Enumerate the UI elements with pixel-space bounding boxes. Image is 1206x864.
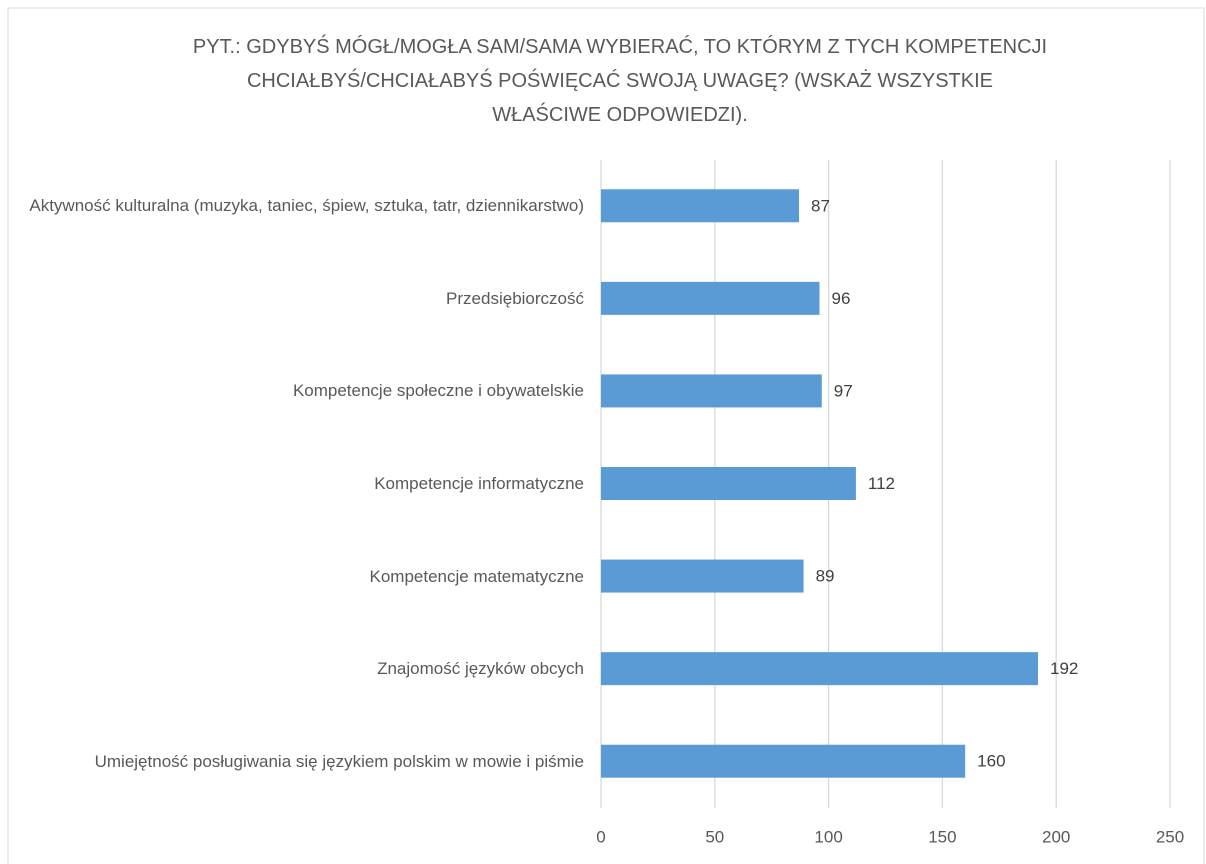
y-tick-label-box: Znajomość języków obcych xyxy=(10,629,584,709)
x-tick-label: 0 xyxy=(596,827,605,846)
y-tick-label-box: Umiejętność posługiwania się językiem po… xyxy=(10,721,584,801)
y-tick-label-box: Kompetencje matematyczne xyxy=(10,536,585,616)
bar xyxy=(601,189,800,223)
bar xyxy=(601,559,804,593)
bar xyxy=(601,652,1038,686)
chart-border xyxy=(7,7,1205,864)
y-tick-label-box: Przedsiębiorczość xyxy=(10,258,584,338)
x-tick-label: 100 xyxy=(814,827,842,846)
bar xyxy=(601,374,822,408)
data-label: 112 xyxy=(868,474,895,493)
bar xyxy=(601,281,820,315)
y-tick-label: Znajomość języków obcych xyxy=(377,659,584,679)
data-label: 97 xyxy=(834,381,853,400)
data-label: 160 xyxy=(977,752,1005,771)
y-tick-label-box: Kompetencje społeczne i obywatelskie xyxy=(10,351,584,431)
y-tick-label: Kompetencje matematyczne xyxy=(369,566,585,586)
data-label: 192 xyxy=(1050,659,1078,678)
x-tick-label: 50 xyxy=(705,827,724,846)
x-tick-label: 200 xyxy=(1042,827,1070,846)
y-tick-label-box: Aktywność kulturalna (muzyka, taniec, śp… xyxy=(10,166,584,246)
data-label: 96 xyxy=(831,289,850,308)
data-label: 87 xyxy=(811,196,830,215)
y-tick-label-box: Kompetencje informatyczne xyxy=(10,444,584,524)
y-tick-label: Kompetencje społeczne i obywatelskie xyxy=(292,381,584,401)
y-tick-label: Kompetencje informatyczne xyxy=(374,474,584,493)
x-tick-label: 250 xyxy=(1156,827,1184,846)
data-label: 89 xyxy=(816,567,835,586)
x-tick-label: 150 xyxy=(928,827,956,846)
y-tick-label: Aktywność kulturalna (muzyka, taniec, śp… xyxy=(29,196,584,216)
bar xyxy=(601,467,856,500)
y-tick-label: Przedsiębiorczość xyxy=(446,288,584,308)
bar xyxy=(601,744,966,778)
y-tick-label: Umiejętność posługiwania się językiem po… xyxy=(94,751,584,771)
chart-title: PYT.: GDYBYŚ MÓGŁ/MOGŁA SAM/SAMA WYBIERA… xyxy=(192,36,1048,126)
